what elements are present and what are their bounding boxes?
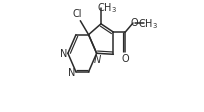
Text: N: N [94, 55, 101, 65]
Text: CH$_3$: CH$_3$ [138, 17, 158, 31]
Text: N: N [60, 48, 67, 58]
Text: Cl: Cl [73, 9, 82, 19]
Text: N: N [68, 68, 75, 78]
Text: O: O [121, 53, 129, 63]
Text: CH$_3$: CH$_3$ [97, 1, 117, 15]
Text: O: O [130, 18, 138, 28]
